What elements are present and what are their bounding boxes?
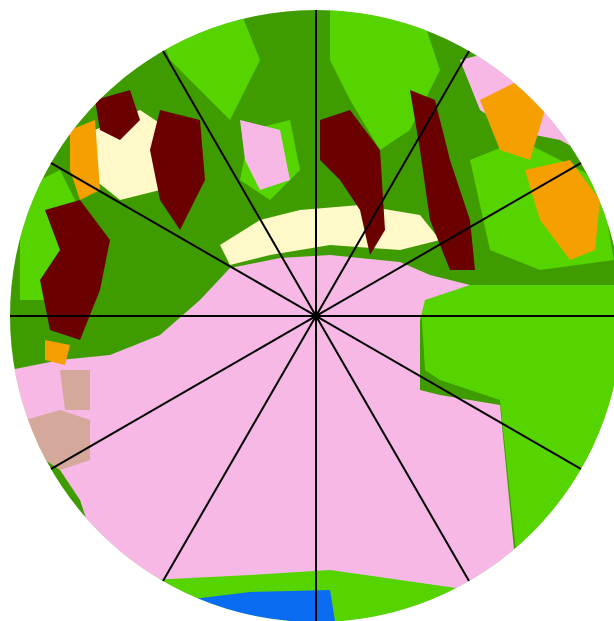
grassland [330, 10, 440, 150]
urban [10, 255, 515, 610]
sand [220, 205, 440, 265]
sector-line [50, 162, 582, 470]
bare-ground [25, 410, 90, 470]
bare-ground [60, 370, 90, 410]
shrubland [45, 340, 70, 365]
wetland [320, 110, 385, 255]
wetland [410, 90, 475, 270]
wetland [150, 110, 205, 230]
shrubland [480, 80, 545, 160]
sector-lines [10, 10, 614, 621]
shrubland [70, 120, 100, 200]
wetland [95, 90, 140, 140]
urban [240, 120, 290, 190]
wetland [40, 200, 110, 340]
